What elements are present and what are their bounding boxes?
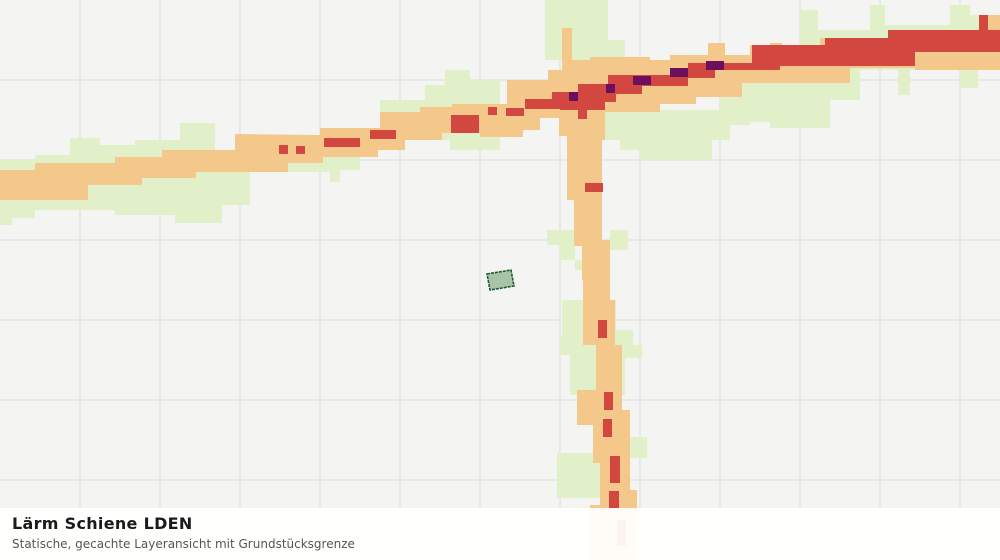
noise-zone-very-high bbox=[569, 61, 724, 101]
caption: Lärm Schiene LDEN Statische, gecachte La… bbox=[0, 508, 1000, 560]
parcel-boundary bbox=[486, 269, 515, 291]
map-title: Lärm Schiene LDEN bbox=[12, 514, 193, 533]
map-subtitle: Statische, gecachte Layeransicht mit Gru… bbox=[12, 537, 355, 551]
